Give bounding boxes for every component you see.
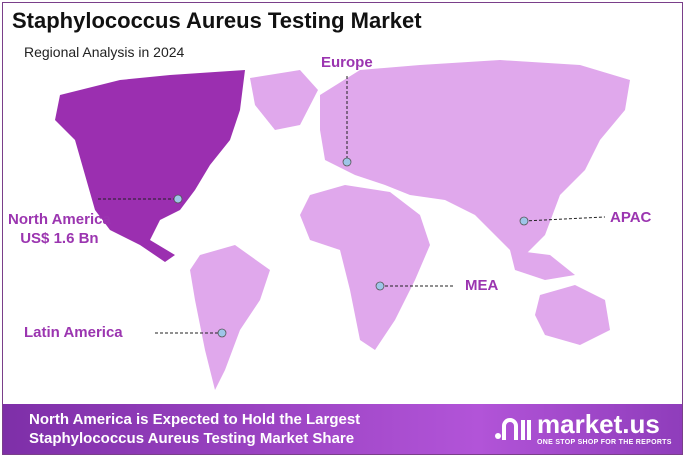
marker-europe (342, 157, 352, 167)
label-mea: MEA (465, 277, 499, 294)
north-america-highlight (55, 70, 245, 262)
logo-name: market.us (537, 409, 660, 439)
market-us-logo: market.us ONE STOP SHOP FOR THE REPORTS (493, 410, 672, 447)
europe-asia (320, 60, 630, 260)
region-name: North America (8, 211, 111, 228)
greenland (250, 70, 318, 130)
label-north-america: North America US$ 1.6 Bn (8, 210, 111, 248)
south-america (190, 245, 270, 390)
page-subtitle: Regional Analysis in 2024 (24, 44, 185, 60)
australia (535, 285, 610, 345)
label-apac: APAC (610, 209, 652, 226)
africa (300, 185, 430, 350)
market-us-logo-icon (495, 417, 531, 440)
southeast-asia (510, 250, 575, 280)
footer-banner: North America is Expected to Hold the La… (3, 404, 682, 454)
banner-text: North America is Expected to Hold the La… (29, 410, 360, 448)
marker-mea (375, 281, 385, 291)
marker-apac (519, 216, 529, 226)
banner-line-1: North America is Expected to Hold the La… (29, 411, 361, 428)
marker-latin-america (217, 328, 227, 338)
label-latin-america: Latin America (24, 324, 123, 341)
marker-north-america (173, 194, 183, 204)
label-europe: Europe (321, 54, 373, 71)
banner-line-2: Staphylococcus Aureus Testing Market Sha… (29, 430, 355, 447)
region-value: US$ 1.6 Bn (20, 230, 99, 247)
logo-tagline: ONE STOP SHOP FOR THE REPORTS (537, 439, 672, 446)
page-title: Staphylococcus Aureus Testing Market (12, 8, 422, 33)
